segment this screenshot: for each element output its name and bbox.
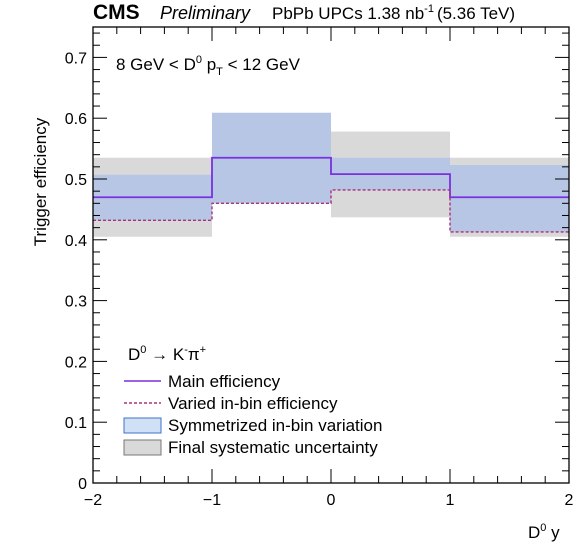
- decay-channel-label: D0 → K-π+: [128, 344, 206, 364]
- y-tick-labels: 0 0.1 0.2 0.3 0.4 0.5 0.6 0.7: [65, 50, 87, 493]
- y-tick-label: 0.6: [65, 111, 87, 128]
- legend-varied-label: Varied in-bin efficiency: [168, 394, 338, 413]
- y-tick-label: 0.4: [65, 233, 87, 250]
- x-tick-label: −1: [203, 492, 221, 509]
- y-tick-label: 0: [78, 476, 87, 493]
- preliminary-label: Preliminary: [160, 3, 251, 23]
- plot-frame: [92, 26, 570, 484]
- y-tick-label: 0.7: [65, 50, 87, 67]
- y-tick-label: 0.2: [65, 354, 87, 371]
- x-axis-title: D0 y: [528, 522, 560, 542]
- y-axis-title: Trigger efficiency: [31, 117, 50, 246]
- x-tick-label: 0: [327, 492, 336, 509]
- kinematic-range-label: 8 GeV < D0 pT < 12 GeV: [116, 54, 301, 78]
- legend-final-swatch: [123, 439, 162, 456]
- y-tick-label: 0.3: [65, 294, 87, 311]
- symm-variation-box: [450, 165, 569, 232]
- cms-label: CMS: [93, 1, 140, 24]
- legend-final-label: Final systematic uncertainty: [168, 438, 378, 457]
- varied-efficiency-line: [93, 189, 569, 233]
- legend-symm-label: Symmetrized in-bin variation: [168, 416, 382, 435]
- y-tick-label: 0.5: [65, 172, 87, 189]
- axis-ticks: [92, 27, 570, 484]
- x-tick-label: 1: [446, 492, 455, 509]
- legend-symm-swatch: [123, 417, 162, 434]
- x-tick-label: 2: [565, 492, 574, 509]
- y-tick-label: 0.1: [65, 415, 87, 432]
- x-tick-label: −2: [84, 492, 102, 509]
- x-tick-labels: −2 −1 0 1 2: [84, 492, 574, 509]
- lumi-label: PbPb UPCs 1.38 nb-1 (5.36 TeV): [272, 3, 515, 23]
- legend-main-label: Main efficiency: [168, 372, 281, 391]
- efficiency-lines: [93, 156, 569, 233]
